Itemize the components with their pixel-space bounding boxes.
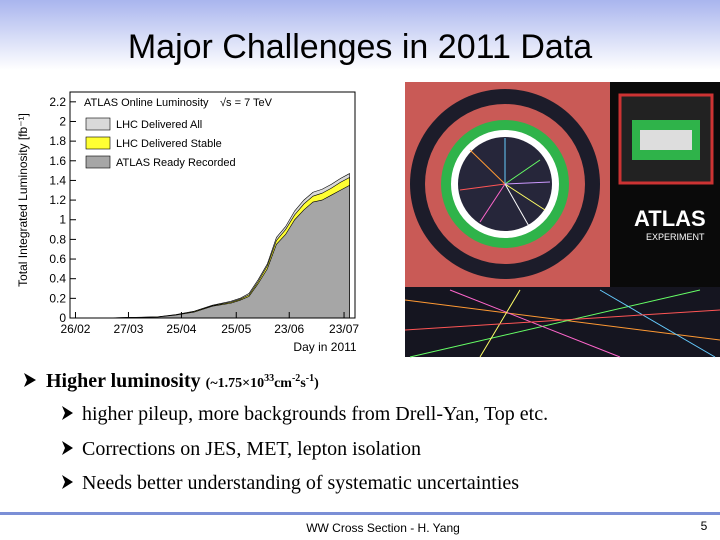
y-tick-label: 0.6 [49, 252, 66, 266]
legend-swatch [85, 117, 111, 131]
bullet-main-text: Higher luminosity [46, 370, 201, 392]
legend-swatch [85, 155, 111, 169]
x-tick-label: 25/05 [221, 322, 251, 336]
x-tick-label: 26/02 [60, 322, 90, 336]
y-tick-label: 1.4 [49, 173, 66, 187]
x-tick-label: 23/06 [274, 322, 304, 336]
legend-label: LHC Delivered Stable [116, 138, 222, 150]
bullet-sub: Corrections on JES, MET, lepton isolatio… [82, 438, 421, 460]
bullet-detail-sup: -2 [292, 373, 300, 384]
legend-label: ATLAS Ready Recorded [116, 157, 236, 169]
y-tick-label: 0.2 [49, 291, 66, 305]
bullet-sub: higher pileup, more backgrounds from Dre… [82, 403, 548, 425]
footer-rule [0, 512, 720, 515]
bullet-sub: Needs better understanding of systematic… [82, 472, 519, 494]
y-tick-label: 0.4 [49, 272, 66, 286]
y-tick-label: 1.2 [49, 193, 66, 207]
logo-sub: EXPERIMENT [646, 232, 705, 242]
bullet-detail: cm [274, 376, 292, 391]
bullet-arrow [24, 373, 36, 387]
bullet-arrow [62, 441, 73, 455]
area-series [75, 184, 350, 319]
x-tick-label: 27/03 [113, 322, 143, 336]
bullet-detail: (~1.75×10 [206, 376, 264, 391]
bullet-detail-sup: 33 [264, 373, 274, 384]
chart-title: ATLAS Online Luminosity [84, 97, 209, 109]
bullet-arrow [62, 406, 73, 420]
tracks [459, 138, 551, 229]
event-display: ATLAS EXPERIMENT [404, 82, 720, 358]
footer-text: WW Cross Section - H. Yang [306, 521, 460, 535]
y-tick-label: 0 [59, 311, 66, 325]
x-axis-label: Day in 2011 [293, 340, 356, 354]
zoom-tracks [404, 289, 720, 358]
page-number: 5 [701, 519, 708, 533]
bullet-arrow [62, 475, 73, 489]
legend-label: LHC Delivered All [116, 119, 202, 131]
y-tick-label: 2 [59, 114, 66, 128]
y-tick-label: 1 [59, 213, 66, 227]
x-tick-label: 25/04 [166, 322, 196, 336]
y-tick-label: 0.8 [49, 232, 66, 246]
bullet-main: Higher luminosity (~1.75×1033cm-2s-1) [46, 370, 319, 392]
y-tick-label: 1.8 [49, 134, 66, 148]
legend-swatch [85, 136, 111, 150]
bullet-detail: ) [314, 376, 319, 391]
slide-title: Major Challenges in 2011 Data [128, 28, 592, 66]
x-tick-label: 23/07 [329, 322, 359, 336]
y-axis-label: Total Integrated Luminosity [fb⁻¹] [16, 113, 30, 287]
logo: ATLAS [634, 206, 706, 231]
chart: 0 0.2 0.4 0.6 0.8 1 1.2 1.4 1.6 1.8 2 2.2 26/02 27/03… [16, 91, 359, 354]
bullet-detail: s [300, 376, 306, 391]
plot-frame [69, 91, 356, 319]
y-tick-label: 2.2 [49, 95, 66, 109]
bullet-detail-sup: -1 [306, 373, 314, 384]
y-tick-label: 1.6 [49, 154, 66, 168]
bullets: Higher luminosity (~1.75×1033cm-2s-1) hi… [24, 370, 548, 494]
chart-annotation: √s = 7 TeV [220, 97, 273, 109]
side-view-inner [640, 130, 692, 150]
title-band [0, 0, 720, 70]
